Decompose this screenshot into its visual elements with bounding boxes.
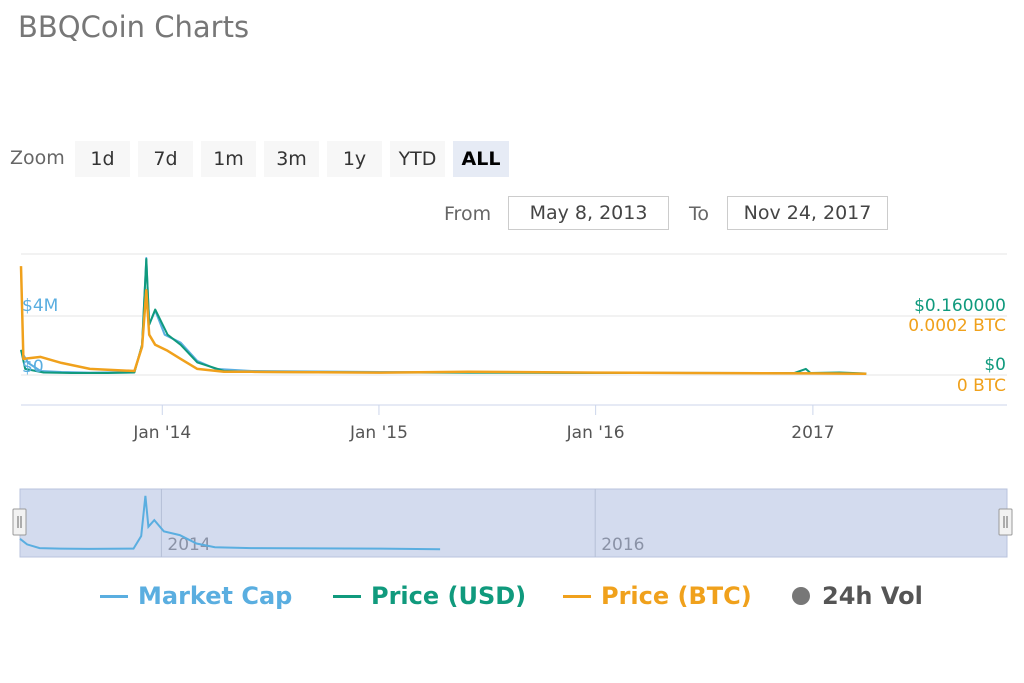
navigator-tick-label: 2016: [601, 535, 644, 555]
legend-label-price-usd: Price (USD): [371, 582, 527, 610]
navigator-window: [19, 488, 1008, 558]
navigator-series-line: [19, 495, 441, 551]
zoom-ytd-button[interactable]: YTD: [390, 141, 445, 177]
range-from-label: From: [444, 203, 492, 225]
y-tick-label-price-usd: $0: [984, 355, 1006, 375]
navigator-right-handle: [998, 508, 1013, 536]
range-to-label: To: [689, 203, 710, 225]
zoom-1d-button[interactable]: 1d: [75, 141, 130, 177]
legend-item-market-cap[interactable]: Market Cap: [100, 580, 292, 612]
legend-item-price-usd[interactable]: Price (USD): [333, 580, 526, 612]
series-line-price-usd: [20, 258, 867, 375]
series-line-market-cap: [20, 257, 840, 375]
y-tick-label-price-btc: 0 BTC: [957, 376, 1006, 396]
legend-line-icon: [563, 594, 591, 598]
legend-line-icon: [333, 594, 361, 598]
x-tick-label: Jan '15: [349, 423, 408, 443]
page-title: BBQCoin Charts: [18, 10, 250, 44]
legend-label-price-btc: Price (BTC): [601, 582, 752, 610]
legend-item-price-btc[interactable]: Price (BTC): [563, 580, 752, 612]
zoom-1y-button[interactable]: 1y: [327, 141, 382, 177]
x-tick-label: Jan '14: [132, 423, 191, 443]
legend-line-icon: [100, 594, 128, 598]
navigator-left-handle: [12, 508, 27, 536]
legend-label-24h-vol: 24h Vol: [822, 582, 923, 610]
zoom-3m-button[interactable]: 3m: [264, 141, 319, 177]
zoom-label: Zoom: [10, 147, 65, 169]
legend-item-24h-vol[interactable]: 24h Vol: [792, 580, 923, 612]
y-tick-label-price-usd: $0.160000: [914, 296, 1006, 316]
range-to-input[interactable]: [727, 196, 888, 230]
series-line-price-btc: [19, 266, 867, 376]
zoom-1m-button[interactable]: 1m: [201, 141, 256, 177]
y-tick-label-market-cap: $0: [22, 357, 44, 377]
y-tick-label-price-btc: 0.0002 BTC: [908, 316, 1006, 336]
zoom-all-button[interactable]: ALL: [453, 141, 509, 177]
legend-label-market-cap: Market Cap: [138, 582, 293, 610]
y-tick-label-market-cap: $4M: [22, 296, 58, 316]
zoom-7d-button[interactable]: 7d: [138, 141, 193, 177]
range-from-input[interactable]: [508, 196, 669, 230]
legend-dot-icon: [792, 587, 810, 605]
x-tick-label: 2017: [791, 423, 834, 443]
navigator-tick-label: 2014: [167, 535, 210, 555]
x-tick-label: Jan '16: [566, 423, 625, 443]
